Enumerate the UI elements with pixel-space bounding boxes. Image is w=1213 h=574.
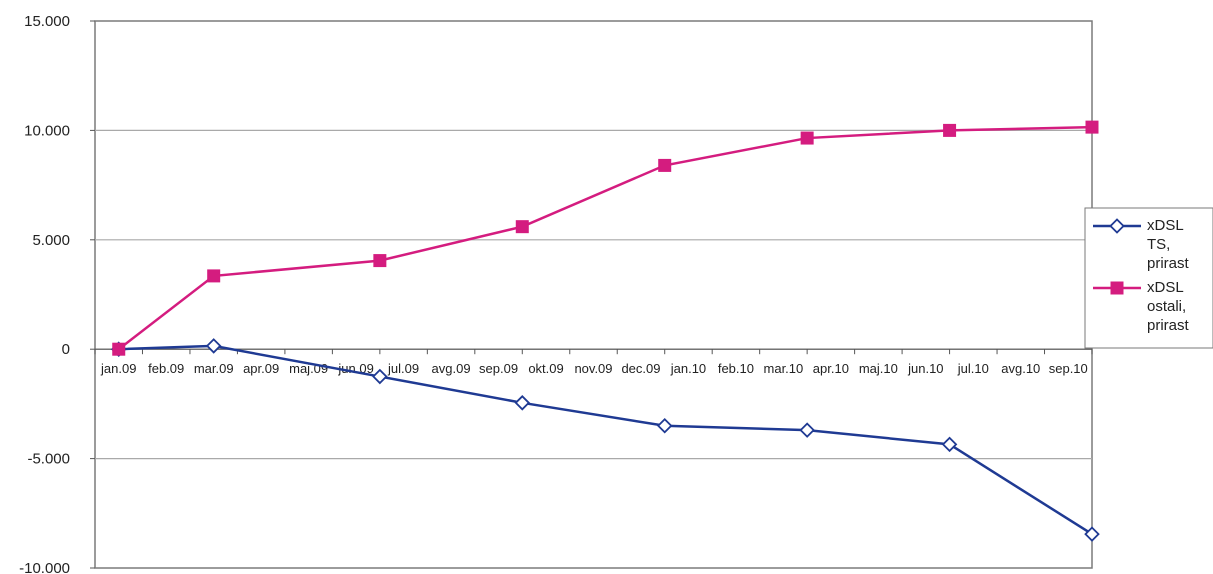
x-tick-label: apr.09 — [243, 361, 279, 376]
y-tick-label: 15.000 — [24, 13, 70, 30]
data-point — [372, 368, 388, 385]
y-tick-label: 5.000 — [32, 232, 70, 249]
legend-label: xDSL — [1147, 217, 1184, 234]
x-tick-label: jun.10 — [907, 361, 943, 376]
x-tick-label: avg.09 — [432, 361, 471, 376]
legend-label: TS, — [1147, 236, 1170, 253]
x-tick-label: jan.10 — [670, 361, 706, 376]
data-point — [941, 436, 958, 453]
y-tick-label: -5.000 — [27, 451, 70, 468]
series-line — [117, 125, 1093, 351]
x-tick-label: feb.10 — [718, 361, 754, 376]
x-tick-label: nov.09 — [574, 361, 612, 376]
legend-label: xDSL — [1147, 279, 1184, 296]
data-point — [943, 123, 957, 137]
series-2 — [112, 120, 1099, 356]
data-point — [1084, 526, 1100, 542]
y-tick-label: 0 — [62, 341, 70, 358]
x-tick-label: jan.09 — [100, 361, 136, 376]
plot-area — [94, 20, 1093, 569]
data-point — [112, 342, 126, 356]
x-tick-label: sep.09 — [479, 361, 518, 376]
data-point — [656, 418, 673, 434]
data-point — [205, 338, 222, 354]
data-point — [514, 395, 531, 411]
series-line — [118, 344, 1093, 536]
legend: xDSL TS, prirast xDSL ostali, prirast — [1084, 207, 1213, 349]
data-point — [658, 158, 672, 172]
data-point — [799, 422, 815, 438]
x-tick-label: feb.09 — [148, 361, 184, 376]
legend-label: ostali, — [1147, 298, 1186, 315]
legend-label: prirast — [1147, 255, 1190, 272]
x-tick-label: jul.10 — [957, 361, 989, 376]
x-tick-label: avg.10 — [1001, 361, 1040, 376]
x-tick-label: sep.10 — [1049, 361, 1088, 376]
legend-box — [1084, 207, 1213, 349]
data-point — [1109, 218, 1125, 234]
series-layer — [110, 120, 1100, 542]
y-tick-label: -10.000 — [19, 560, 70, 574]
legend-item: xDSL ostali, prirast — [1093, 279, 1190, 334]
x-tick-label: jul.09 — [387, 361, 419, 376]
x-tick-label: mar.09 — [194, 361, 234, 376]
x-tick-label: dec.09 — [621, 361, 660, 376]
data-point — [207, 269, 221, 283]
legend-label: prirast — [1147, 317, 1190, 334]
x-tick-label: okt.09 — [528, 361, 563, 376]
x-tick-label: maj.10 — [859, 361, 898, 376]
data-point — [515, 220, 529, 234]
data-point — [373, 254, 387, 268]
x-tick-label: mar.10 — [764, 361, 804, 376]
data-point — [1085, 120, 1099, 134]
y-axis-ticks: 15.000 10.000 5.000 0 -5.000 -10.000 — [19, 13, 70, 574]
data-point — [1110, 281, 1124, 295]
x-tick-label: jun.09 — [337, 361, 373, 376]
data-point — [800, 131, 814, 145]
y-tick-label: 10.000 — [24, 122, 70, 139]
legend-item: xDSL TS, prirast — [1093, 217, 1190, 272]
x-tick-label: apr.10 — [813, 361, 849, 376]
x-axis: jan.09 feb.09 mar.09 apr.09 maj.09 jun.09 jul.… — [94, 348, 1093, 376]
